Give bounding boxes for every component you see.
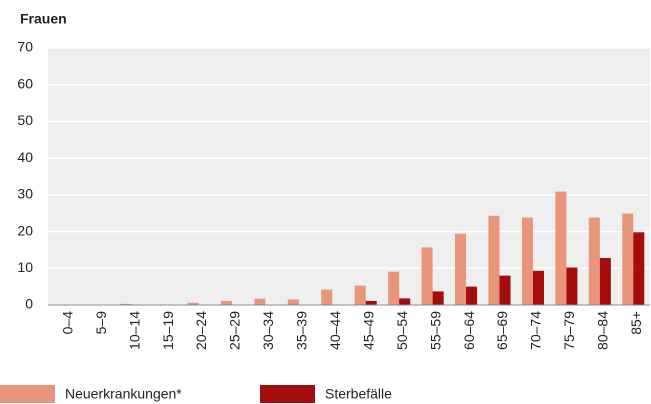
- x-tick-label: 35–39: [294, 311, 310, 350]
- x-tick-label: 80–84: [595, 311, 611, 350]
- bar: [588, 217, 600, 305]
- bar: [499, 275, 511, 305]
- y-tick-label: 50: [17, 112, 33, 128]
- bar: [488, 215, 500, 305]
- chart-title: Frauen: [20, 11, 67, 27]
- x-tick-label: 70–74: [528, 311, 544, 350]
- x-tick-label: 85+: [628, 311, 644, 335]
- x-tick-label: 10–14: [126, 311, 142, 350]
- bar: [555, 191, 567, 305]
- bar: [622, 213, 634, 305]
- y-tick-label: 10: [17, 259, 33, 275]
- legend-swatch: [260, 385, 315, 403]
- bar: [220, 300, 232, 305]
- x-tick-label: 75–79: [561, 311, 577, 350]
- x-tick-label: 25–29: [227, 311, 243, 350]
- y-tick-label: 60: [17, 75, 33, 91]
- bar: [521, 217, 533, 305]
- y-tick-label: 20: [17, 222, 33, 238]
- bar: [599, 258, 611, 305]
- bar: [365, 300, 377, 305]
- bar: [388, 271, 400, 305]
- x-tick-label: 50–54: [394, 311, 410, 350]
- bar: [321, 289, 333, 305]
- x-tick-label: 45–49: [360, 311, 376, 350]
- y-tick-label: 40: [17, 149, 33, 165]
- legend-label: Neuerkrankungen*: [65, 386, 182, 402]
- bar: [466, 286, 478, 305]
- bar: [532, 270, 544, 305]
- x-tick-label: 40–44: [327, 311, 343, 350]
- bar: [421, 247, 433, 305]
- legend-label: Sterbefälle: [325, 386, 392, 402]
- x-tick-label: 0–4: [59, 311, 75, 335]
- bar: [187, 302, 199, 305]
- plot-area: [48, 48, 650, 305]
- y-tick-label: 0: [25, 296, 33, 312]
- y-tick-label: 30: [17, 186, 33, 202]
- bar: [432, 291, 444, 305]
- bar: [633, 232, 645, 305]
- x-tick-label: 65–69: [494, 311, 510, 350]
- legend-swatch: [0, 385, 55, 403]
- x-tick-label: 30–34: [260, 311, 276, 350]
- x-tick-label: 20–24: [193, 311, 209, 350]
- bar: [354, 285, 366, 305]
- y-tick-label: 70: [17, 39, 33, 55]
- bar: [287, 299, 299, 305]
- bar: [254, 298, 266, 305]
- x-tick-label: 5–9: [93, 311, 109, 335]
- bar: [566, 267, 578, 305]
- x-tick-label: 55–59: [427, 311, 443, 350]
- bar: [455, 233, 467, 305]
- bar: [120, 303, 132, 305]
- x-tick-label: 15–19: [160, 311, 176, 350]
- x-tick-label: 60–64: [461, 311, 477, 350]
- bar: [399, 298, 411, 305]
